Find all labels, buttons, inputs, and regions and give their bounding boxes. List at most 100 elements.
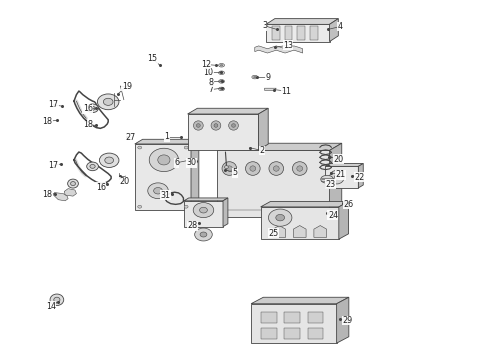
Polygon shape [266, 24, 330, 41]
Text: 16: 16 [83, 104, 93, 113]
Polygon shape [285, 26, 293, 40]
Ellipse shape [220, 72, 223, 73]
Ellipse shape [219, 87, 224, 91]
Polygon shape [261, 312, 276, 323]
Text: 9: 9 [266, 73, 271, 82]
Text: 7: 7 [208, 85, 213, 94]
Text: 26: 26 [343, 200, 354, 209]
Ellipse shape [90, 106, 95, 110]
Ellipse shape [199, 207, 207, 213]
Text: 2: 2 [260, 146, 265, 155]
Ellipse shape [293, 162, 307, 175]
Ellipse shape [194, 121, 203, 130]
Text: 17: 17 [49, 161, 58, 170]
Polygon shape [188, 114, 258, 150]
Text: 29: 29 [343, 316, 353, 325]
Text: 23: 23 [325, 180, 336, 189]
Ellipse shape [184, 205, 188, 208]
Text: 27: 27 [125, 133, 135, 142]
Ellipse shape [50, 294, 64, 306]
Ellipse shape [321, 175, 333, 183]
Ellipse shape [200, 232, 207, 237]
Text: 17: 17 [49, 100, 58, 109]
Polygon shape [261, 328, 276, 339]
Ellipse shape [214, 124, 218, 127]
Polygon shape [135, 139, 199, 144]
Text: 19: 19 [122, 82, 132, 91]
Text: 1: 1 [164, 132, 170, 141]
Polygon shape [297, 26, 305, 40]
Ellipse shape [269, 209, 292, 226]
Polygon shape [308, 328, 323, 339]
Text: 24: 24 [328, 211, 338, 220]
Polygon shape [261, 207, 339, 239]
Ellipse shape [148, 183, 168, 199]
Ellipse shape [68, 179, 78, 188]
Text: 25: 25 [268, 229, 278, 238]
Ellipse shape [103, 98, 113, 105]
Ellipse shape [193, 203, 214, 218]
Ellipse shape [245, 162, 260, 175]
Polygon shape [135, 144, 191, 210]
Text: 6: 6 [174, 158, 179, 167]
Polygon shape [217, 150, 330, 217]
Text: 22: 22 [355, 173, 365, 182]
Ellipse shape [158, 155, 170, 165]
Ellipse shape [253, 76, 256, 78]
Text: 28: 28 [187, 221, 197, 230]
Ellipse shape [195, 228, 212, 241]
Ellipse shape [196, 124, 200, 127]
Polygon shape [314, 226, 327, 237]
Ellipse shape [87, 162, 98, 171]
Ellipse shape [99, 153, 119, 167]
Ellipse shape [250, 166, 256, 171]
Polygon shape [325, 166, 358, 188]
Ellipse shape [211, 121, 221, 130]
Ellipse shape [105, 157, 114, 163]
Polygon shape [64, 189, 76, 196]
Ellipse shape [98, 94, 119, 110]
Text: 30: 30 [186, 158, 196, 167]
Text: 14: 14 [46, 302, 56, 311]
Ellipse shape [219, 71, 224, 75]
Text: 10: 10 [203, 68, 213, 77]
Text: 20: 20 [119, 177, 129, 186]
Polygon shape [255, 46, 303, 53]
Polygon shape [272, 26, 280, 40]
Text: 20: 20 [334, 155, 344, 164]
Ellipse shape [149, 148, 178, 172]
Polygon shape [284, 328, 300, 339]
Text: 12: 12 [201, 60, 211, 69]
Polygon shape [284, 312, 300, 323]
Text: 31: 31 [161, 190, 171, 199]
Polygon shape [358, 163, 363, 188]
Polygon shape [308, 312, 323, 323]
Text: 4: 4 [338, 22, 343, 31]
Polygon shape [330, 19, 338, 41]
Polygon shape [184, 201, 223, 226]
Polygon shape [223, 198, 228, 226]
Ellipse shape [273, 166, 279, 171]
Polygon shape [265, 88, 276, 90]
Polygon shape [188, 108, 268, 114]
Polygon shape [339, 202, 348, 239]
Text: 15: 15 [147, 54, 157, 63]
Ellipse shape [330, 170, 344, 184]
Polygon shape [251, 297, 349, 304]
Polygon shape [273, 226, 286, 237]
Ellipse shape [226, 166, 232, 171]
Text: 18: 18 [42, 190, 52, 199]
Polygon shape [184, 198, 228, 201]
Polygon shape [251, 304, 337, 343]
Ellipse shape [297, 166, 303, 171]
Ellipse shape [224, 166, 228, 168]
Ellipse shape [220, 88, 223, 90]
Text: 16: 16 [96, 183, 106, 192]
Ellipse shape [222, 162, 237, 175]
Ellipse shape [90, 165, 95, 168]
Ellipse shape [252, 75, 258, 79]
Text: 18: 18 [42, 117, 52, 126]
Polygon shape [217, 143, 342, 150]
Text: 21: 21 [335, 170, 345, 179]
Text: 5: 5 [233, 168, 238, 177]
